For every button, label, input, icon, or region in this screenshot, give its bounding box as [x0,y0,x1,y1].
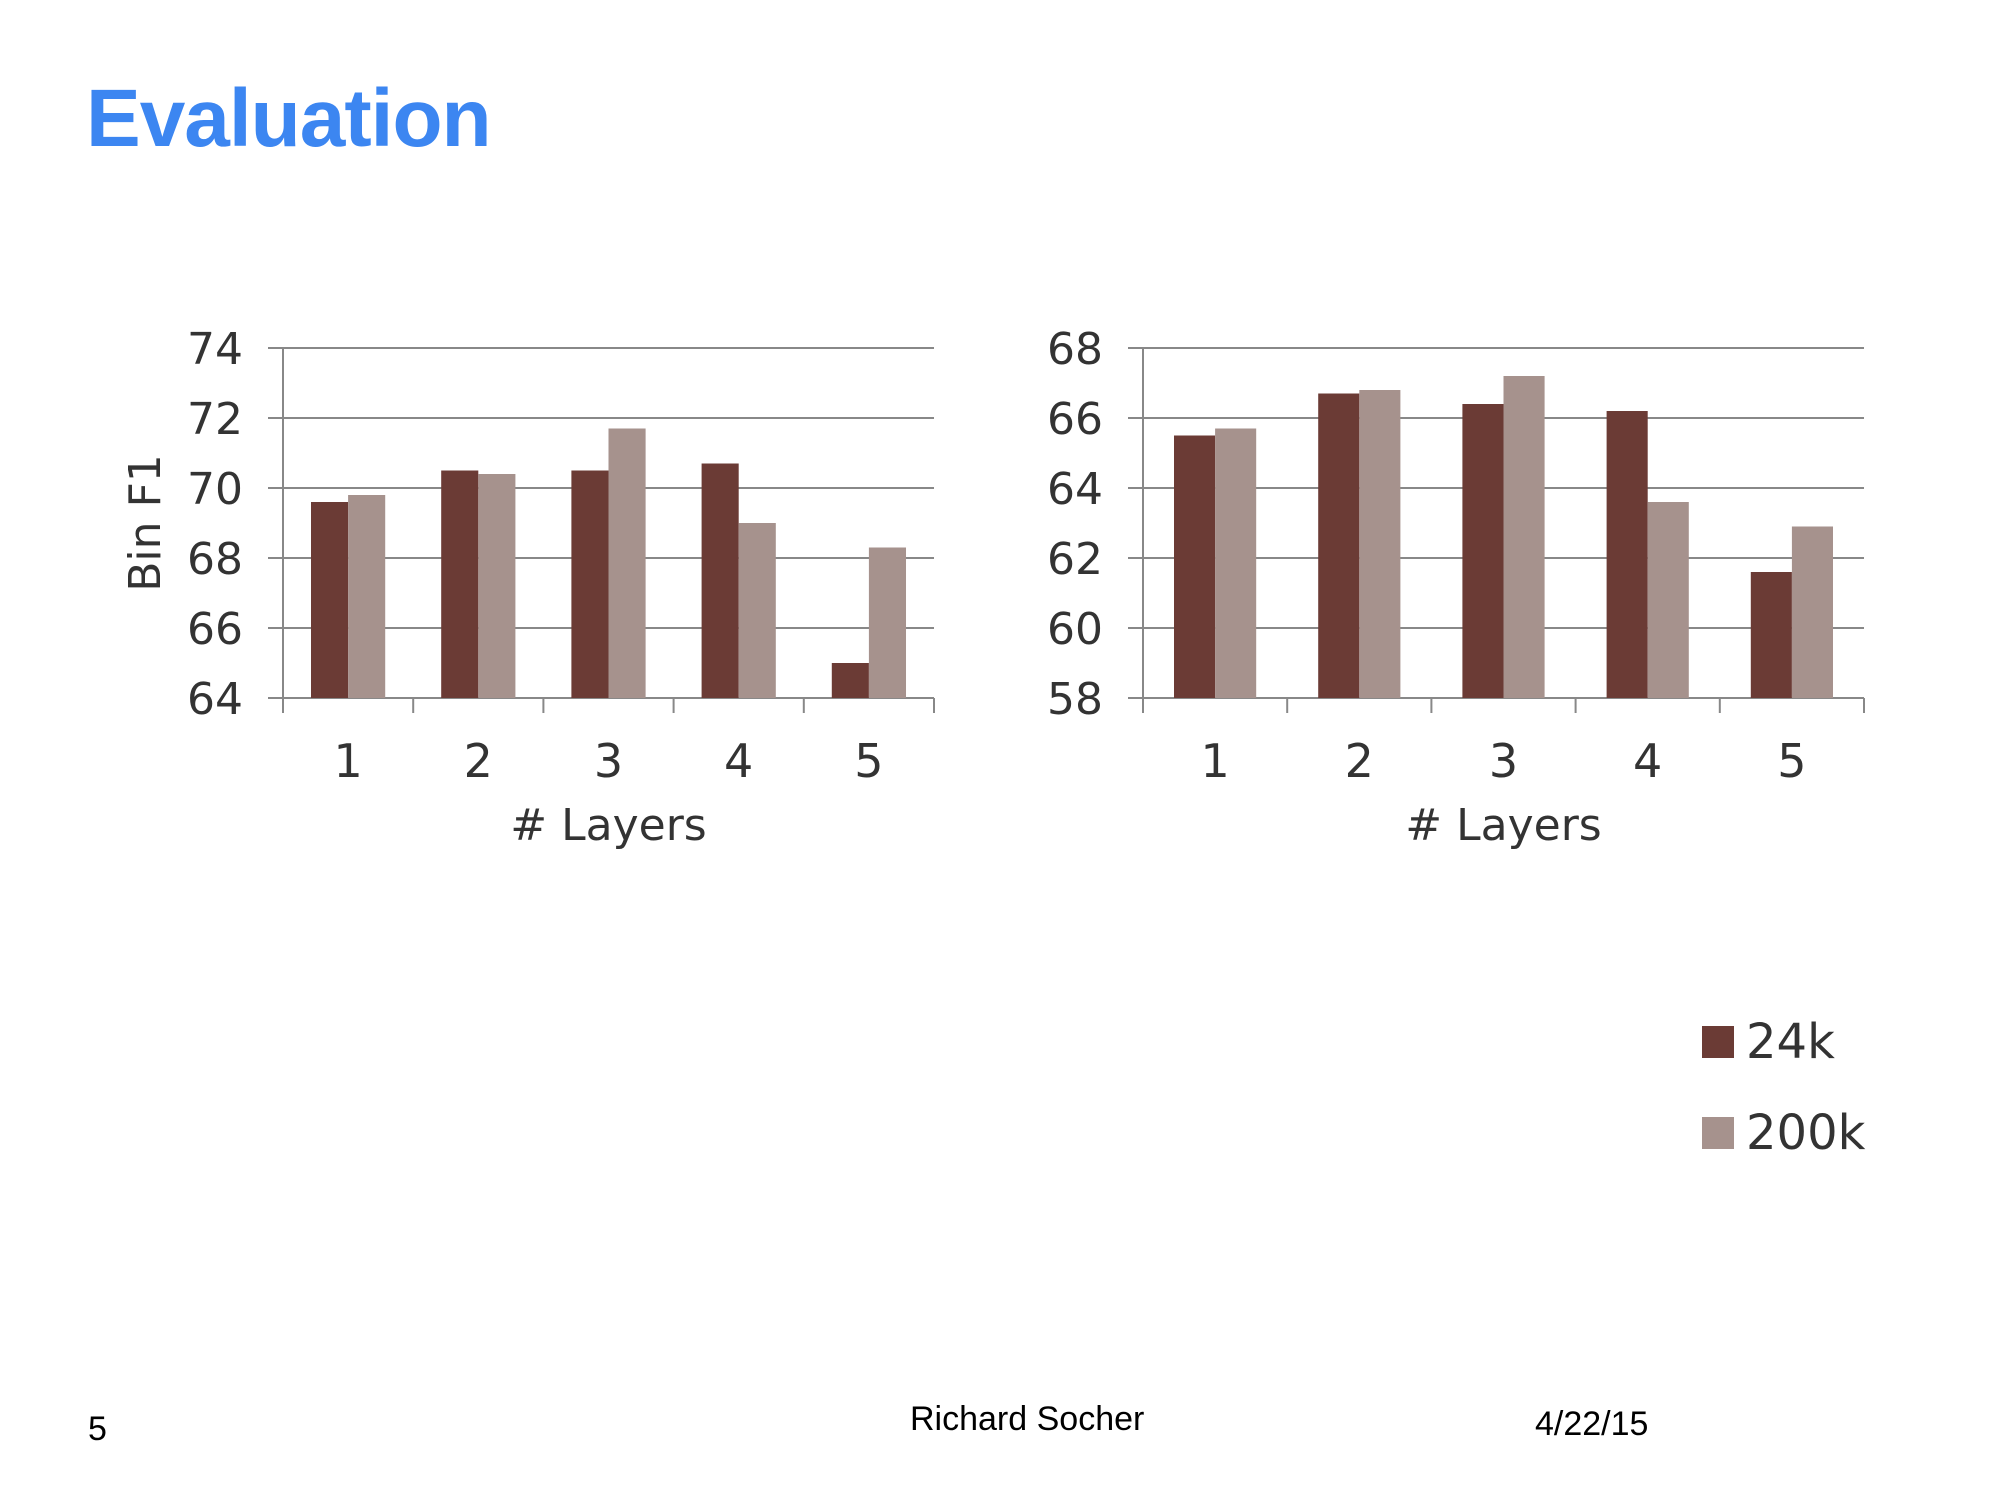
chart2-xtick-label-5: 5 [1777,734,1806,788]
chart1-xtick-label-2: 2 [464,734,493,788]
chart2-ytick-66: 66 [1047,394,1103,445]
chart2-ytick-68: 68 [1047,324,1103,375]
chart1-x-axis-label: # Layers [510,800,706,851]
chart1-bar-24k-2 [441,470,479,698]
chart1-xtick-label-3: 3 [594,734,623,788]
page-number: 5 [88,1410,107,1448]
chart1-bar-200k-1 [348,495,386,698]
chart-legend: 24k 200k [1702,1012,1865,1194]
chart1-ytick-74: 74 [187,324,243,375]
chart2-xtick-label-3: 3 [1489,734,1518,788]
legend-label-24k: 24k [1746,1014,1835,1070]
chart2-ytick-64: 64 [1047,464,1103,515]
chart1-ytick-64: 64 [187,674,243,725]
chart2-bar-200k-2 [1359,390,1401,698]
chart2-bar-200k-3 [1503,376,1545,698]
chart2-ytick-60: 60 [1047,604,1103,655]
legend-swatch-200k [1702,1117,1734,1149]
chart1-xtick-label-1: 1 [333,734,362,788]
chart1-ytick-66: 66 [187,604,243,655]
chart1-ytick-68: 68 [187,534,243,585]
chart2-ytick-58: 58 [1047,674,1103,725]
chart1-bar-200k-2 [478,474,516,698]
chart1-bar-24k-3 [571,470,609,698]
chart1-bar-24k-4 [701,463,739,698]
chart1-bar-200k-5 [868,547,907,698]
chart1-bar-200k-4 [738,523,776,698]
chart2-x-axis-label: # Layers [1405,800,1601,851]
chart2-xtick-label-1: 1 [1200,734,1229,788]
legend-item-200k: 200k [1702,1103,1865,1163]
chart2-bar-24k-2 [1318,393,1360,698]
chart2-bar-24k-3 [1462,404,1504,698]
chart2-bar-200k-1 [1215,428,1257,698]
chart1-bar-200k-3 [608,428,646,698]
chart1-xtick-label-4: 4 [724,734,753,788]
footer-date: 4/22/15 [1535,1405,1649,1443]
slide-title: Evaluation [86,73,492,164]
chart2-bar-200k-5 [1791,526,1833,698]
chart2-ytick-62: 62 [1047,534,1103,585]
chart2-xtick-label-2: 2 [1345,734,1374,788]
chart2-bar-200k-4 [1647,502,1689,698]
chart1-bar-24k-1 [310,502,349,698]
legend-label-200k: 200k [1746,1105,1866,1161]
chart1-bar-24k-5 [831,663,869,698]
legend-swatch-24k [1702,1026,1734,1058]
chart1-xtick-label-5: 5 [854,734,883,788]
chart1-ytick-70: 70 [187,464,243,515]
chart2-bar-24k-4 [1606,411,1648,698]
chart1-ytick-72: 72 [187,394,243,445]
legend-item-24k: 24k [1702,1012,1865,1072]
chart1-y-axis-label: Bin F1 [120,454,171,592]
chart2-bar-24k-5 [1750,572,1792,698]
footer-author: Richard Socher [910,1400,1145,1438]
chart2-xtick-label-4: 4 [1633,734,1662,788]
chart2-bar-24k-1 [1174,435,1216,698]
